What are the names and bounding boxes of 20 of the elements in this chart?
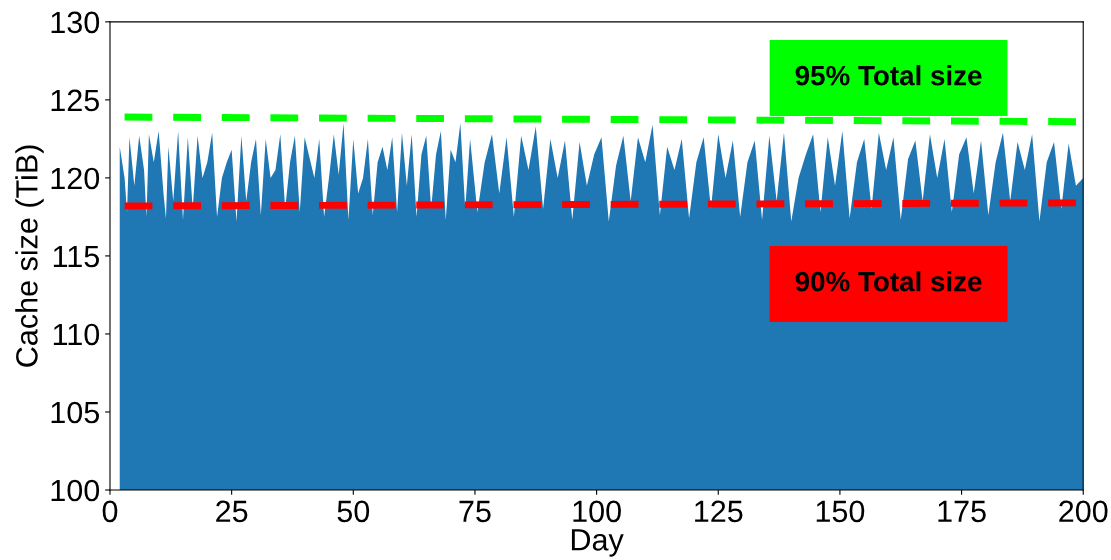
x-tick-label: 50 bbox=[337, 500, 370, 523]
x-tick-label: 100 bbox=[573, 500, 621, 523]
y-tick-label: 125 bbox=[51, 89, 99, 112]
x-tick-label: 150 bbox=[816, 500, 865, 523]
x-tick-label: 0 bbox=[102, 500, 118, 523]
x-tick-label: 200 bbox=[1059, 500, 1108, 523]
y-tick-label: 120 bbox=[51, 167, 100, 190]
y-axis-title: Cache size (TiB) bbox=[15, 145, 44, 367]
y-tick-label: 115 bbox=[53, 245, 99, 268]
x-tick-label: 125 bbox=[695, 500, 743, 523]
x-tick-label: 75 bbox=[459, 500, 491, 523]
text: 90% Total size bbox=[795, 271, 982, 292]
series-label: 95% Total size bbox=[795, 65, 982, 86]
y-tick-label: 110 bbox=[53, 323, 100, 346]
y-tick-label: 130 bbox=[51, 11, 100, 34]
x-tick-label: 25 bbox=[216, 500, 248, 523]
y-tick-label: 105 bbox=[51, 401, 99, 424]
x-tick-label: 175 bbox=[938, 500, 986, 523]
y-tick-label: 100 bbox=[51, 479, 100, 502]
x-axis-title: Day bbox=[571, 529, 624, 557]
